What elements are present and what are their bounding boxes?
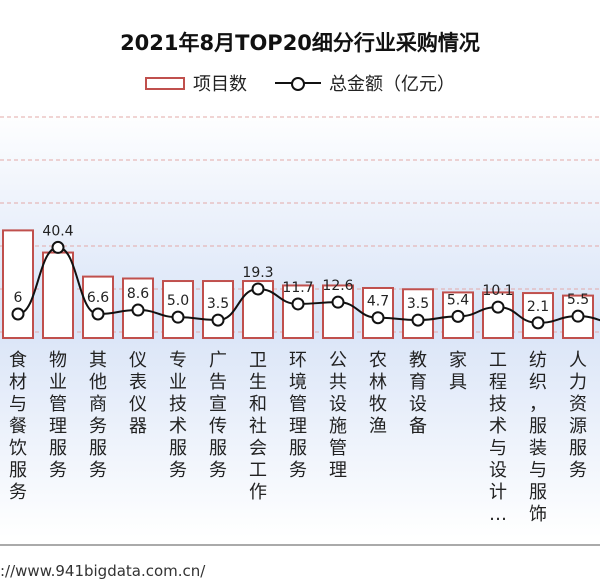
amount-data-label: 3.5 <box>207 296 229 312</box>
amount-point <box>531 316 545 330</box>
bar-project-count <box>322 284 354 339</box>
legend-line-label: 总金额（亿元） <box>329 74 455 95</box>
category-label: 人力资源服务 <box>569 350 587 481</box>
amount-data-label: 3.5 <box>407 296 429 312</box>
category-label: 纺织，服装与服饰 <box>529 350 547 525</box>
category-label: 广告宣传服务 <box>209 350 227 481</box>
chart-legend: 项目数 总金额（亿元） <box>0 70 600 96</box>
legend-item-bar: 项目数 <box>145 70 247 96</box>
amount-data-label: 5.5 <box>567 292 589 308</box>
category-label: 食材与餐饮服务 <box>9 350 27 503</box>
category-label: 物业管理服务 <box>49 350 67 481</box>
amount-point <box>491 300 505 314</box>
amount-data-label: 2.1 <box>527 299 549 315</box>
amount-point <box>331 295 345 309</box>
amount-data-label: 19.3 <box>242 265 273 281</box>
category-label: 家具 <box>449 350 467 393</box>
chart-title: 2021年8月TOP20细分行业采购情况 <box>120 31 480 55</box>
category-label: 公共设施管理 <box>329 350 347 481</box>
category-label: 环境管理服务 <box>289 350 307 481</box>
amount-point <box>91 307 105 321</box>
amount-point <box>171 310 185 324</box>
amount-data-label: 40.4 <box>42 223 73 239</box>
amount-point <box>131 303 145 317</box>
amount-data-label: 6 <box>14 290 23 306</box>
bar-project-count <box>162 280 194 339</box>
amount-point <box>291 297 305 311</box>
category-label: 农林牧渔 <box>369 350 387 437</box>
amount-point <box>571 309 585 323</box>
amount-data-label: 12.6 <box>322 278 353 294</box>
amount-point <box>411 313 425 327</box>
amount-data-label: 6.6 <box>87 290 109 306</box>
amount-data-label: 10.1 <box>482 283 513 299</box>
amount-point <box>51 240 65 254</box>
amount-point <box>211 313 225 327</box>
amount-point <box>251 282 265 296</box>
bar-project-count <box>202 280 234 339</box>
category-label: 其他商务服务 <box>89 350 107 481</box>
amount-data-label: 8.6 <box>127 286 149 302</box>
bar-project-count <box>482 291 514 340</box>
category-label: 工程技术与设计… <box>489 350 507 525</box>
amount-data-label: 5.4 <box>447 292 469 308</box>
bar-project-count <box>42 251 74 339</box>
category-label: 专业技术服务 <box>169 350 187 481</box>
amount-data-label: 5.0 <box>167 293 189 309</box>
bar-project-count <box>522 292 554 340</box>
amount-data-label: 4.7 <box>367 294 389 310</box>
amount-point <box>451 309 465 323</box>
amount-point <box>11 307 25 321</box>
amount-data-label: 11.7 <box>282 280 313 296</box>
bar-project-count <box>2 229 34 339</box>
legend-bar-label: 项目数 <box>193 74 247 95</box>
legend-bar-swatch <box>145 76 185 90</box>
legend-line-swatch <box>275 75 321 91</box>
category-label: 教育设备 <box>409 350 427 437</box>
source-url: ://www.941bigdata.com.cn/ <box>0 562 206 580</box>
bar-project-count <box>282 284 314 339</box>
legend-item-line: 总金额（亿元） <box>275 70 455 96</box>
category-label: 卫生和社会工作 <box>249 350 267 503</box>
category-label: 仪表仪器 <box>129 350 147 437</box>
amount-point <box>371 311 385 325</box>
